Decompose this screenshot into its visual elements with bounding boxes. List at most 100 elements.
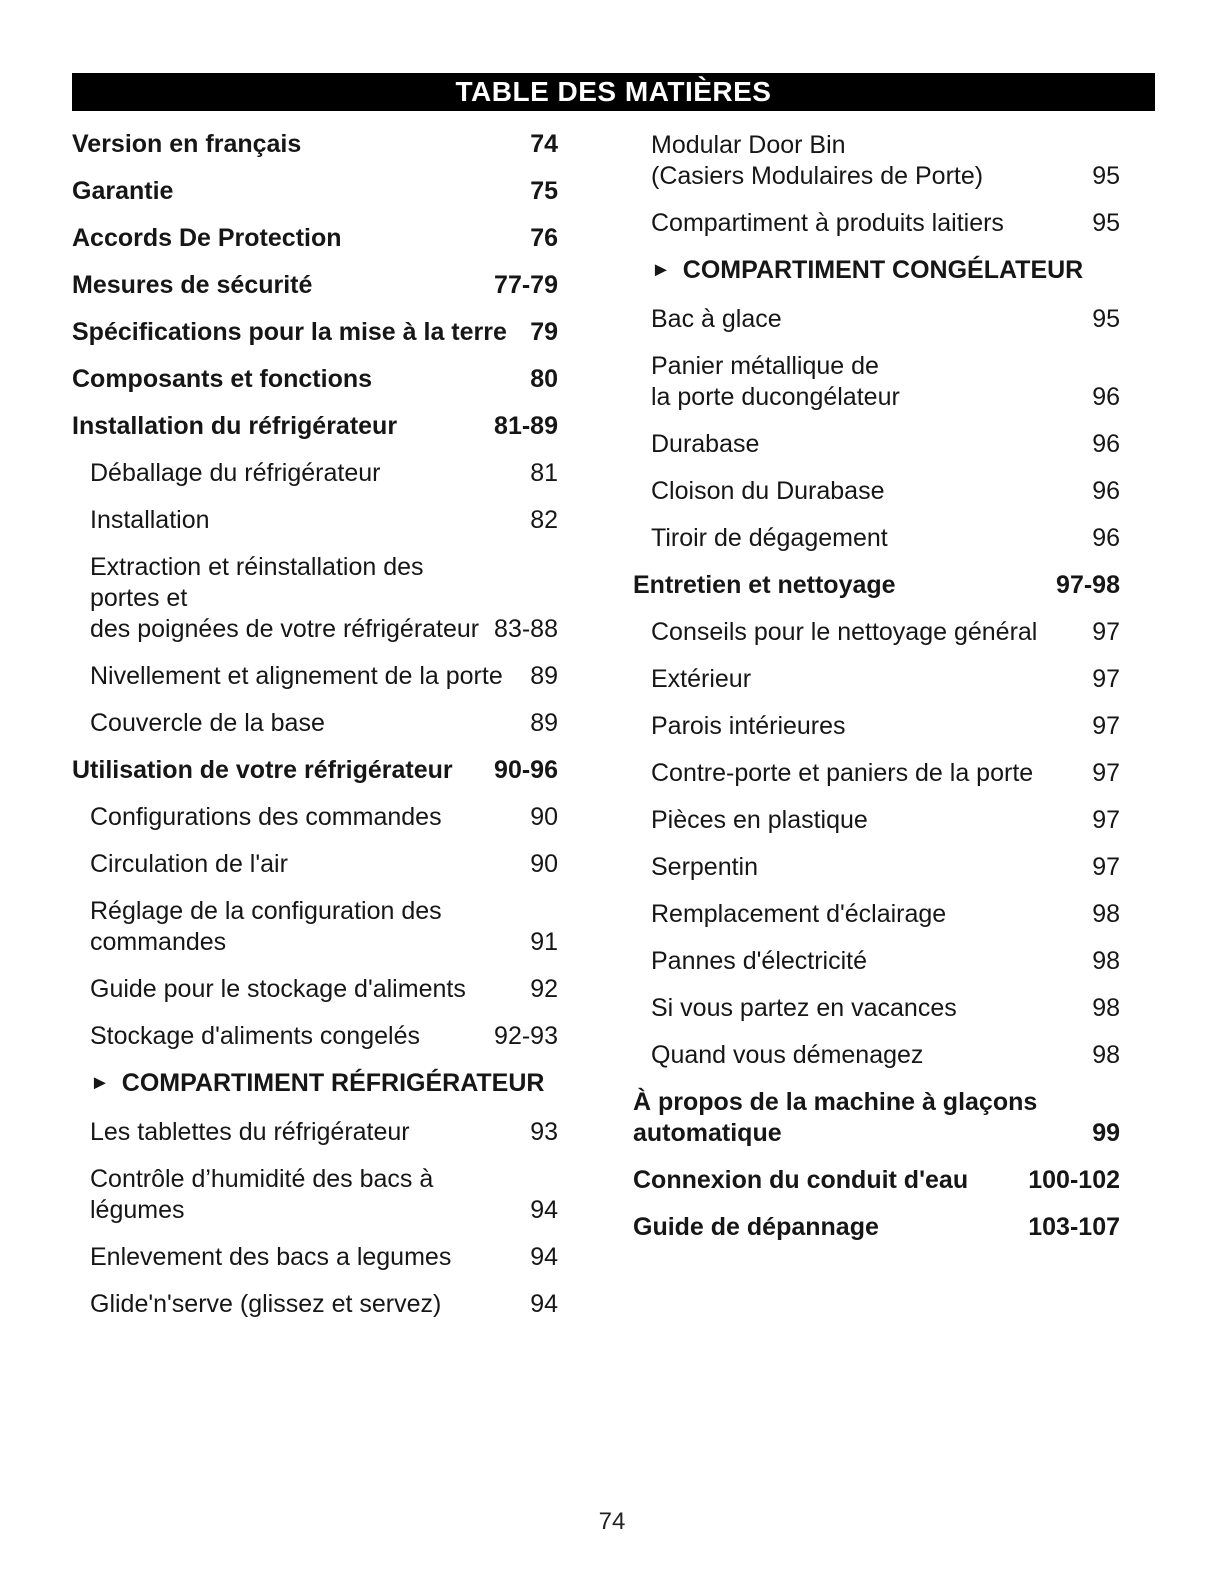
toc-entry-text: Si vous partez en vacances [651, 994, 957, 1022]
toc-entry-label: Garantie [72, 176, 522, 207]
toc-entry-label: Extérieur [651, 664, 1084, 695]
toc-entry-text: Les tablettes du réfrigérateur [90, 1118, 410, 1146]
toc-entry-label: Si vous partez en vacances [651, 993, 1084, 1024]
toc-entry-text: Conseils pour le nettoyage général [651, 618, 1038, 646]
toc-entry-text: Tiroir de dégagement [651, 524, 888, 552]
toc-entry-label: Spécifications pour la mise à la terre [72, 317, 522, 348]
toc-entry-label: Les tablettes du réfrigérateur [90, 1117, 522, 1148]
toc-entry: Si vous partez en vacances 98 [633, 993, 1120, 1024]
toc-entry-label: Mesures de sécurité [72, 270, 486, 301]
toc-entry-text: Déballage du réfrigérateur [90, 459, 381, 487]
toc-entry-pages: 97 [1092, 853, 1120, 881]
toc-entry-pages: 97 [1092, 618, 1120, 646]
toc-entry: Extérieur 97 [633, 664, 1120, 695]
toc-entry: Guide pour le stockage d'aliments 92 [72, 974, 558, 1005]
toc-entry: Installation 82 [72, 505, 558, 536]
toc-entry-label: Quand vous démenagez [651, 1040, 1084, 1071]
toc-entry-pages: 99 [1092, 1119, 1120, 1147]
toc-entry-label: Tiroir de dégagement [651, 523, 1084, 554]
toc-entry-pages: 92 [530, 975, 558, 1003]
toc-entry: Garantie 75 [72, 176, 558, 207]
toc-entry-pages: 95 [1092, 209, 1120, 237]
toc-entry-text: Circulation de l'air [90, 850, 288, 878]
toc-entry-pages: 74 [530, 130, 558, 158]
toc-entry-text: Nivellement et alignement de la porte [90, 662, 503, 690]
toc-entry: Serpentin 97 [633, 852, 1120, 883]
toc-entry-label: Nivellement et alignement de la porte [90, 661, 522, 692]
toc-entry-pages: 98 [1092, 1041, 1120, 1069]
toc-entry-pages: 81-89 [494, 412, 558, 440]
toc-entry-label: Composants et fonctions [72, 364, 522, 395]
toc-entry: Mesures de sécurité 77-79 [72, 270, 558, 301]
toc-entry-label: Connexion du conduit d'eau [633, 1165, 1020, 1196]
section-arrow-icon: ► [651, 259, 671, 281]
toc-entry: Entretien et nettoyage 97-98 [633, 570, 1120, 601]
toc-entry-text: Configurations des commandes [90, 803, 442, 831]
toc-entry-text: Panier métallique de la porte ducongélat… [651, 352, 900, 411]
toc-left-column: Version en français 74 Garantie 75 Accor… [72, 129, 558, 1336]
toc-entry: Accords De Protection 76 [72, 223, 558, 254]
toc-entry-text: Composants et fonctions [72, 365, 373, 393]
toc-entry: Utilisation de votre réfrigérateur 90-96 [72, 755, 558, 786]
toc-entry-label: Remplacement d'éclairage [651, 899, 1084, 930]
toc-entry: Glide'n'serve (glissez et servez) 94 [72, 1289, 558, 1320]
toc-entry: ► COMPARTIMENT RÉFRIGÉRATEUR [72, 1068, 558, 1101]
toc-entry-pages: 98 [1092, 947, 1120, 975]
toc-entry: ► COMPARTIMENT CONGÉLATEUR [633, 255, 1120, 288]
toc-entry-text: Pièces en plastique [651, 806, 868, 834]
toc-entry-text: COMPARTIMENT CONGÉLATEUR [682, 256, 1084, 284]
toc-entry-label: Déballage du réfrigérateur [90, 458, 522, 489]
toc-entry-text: Enlevement des bacs a legumes [90, 1243, 452, 1271]
toc-entry: Remplacement d'éclairage 98 [633, 899, 1120, 930]
toc-entry: Enlevement des bacs a legumes 94 [72, 1242, 558, 1273]
toc-entry-pages: 97 [1092, 806, 1120, 834]
toc-entry-pages: 97 [1092, 665, 1120, 693]
toc-entry-pages: 89 [530, 709, 558, 737]
toc-entry-pages: 76 [530, 224, 558, 252]
toc-entry: Pannes d'électricité 98 [633, 946, 1120, 977]
header-bar: TABLE DES MATIÈRES [72, 73, 1155, 111]
toc-entry-pages: 96 [1092, 477, 1120, 505]
toc-entry-pages: 98 [1092, 900, 1120, 928]
toc-entry: Installation du réfrigérateur 81-89 [72, 411, 558, 442]
toc-entry-text: Modular Door Bin (Casiers Modulaires de … [651, 131, 984, 190]
toc-entry-label: Couvercle de la base [90, 708, 522, 739]
toc-entry-pages: 75 [530, 177, 558, 205]
toc-entry-label: Parois intérieures [651, 711, 1084, 742]
toc-entry: Extraction et réinstallation des portes … [72, 552, 558, 645]
section-arrow-icon: ► [90, 1072, 110, 1094]
toc-entry-label: Serpentin [651, 852, 1084, 883]
toc-entry-label: Bac à glace [651, 304, 1084, 335]
toc-entry-text: Quand vous démenagez [651, 1041, 924, 1069]
toc-entry: Guide de dépannage 103-107 [633, 1212, 1120, 1243]
toc-entry-pages: 91 [530, 928, 558, 956]
toc-entry-pages: 96 [1092, 383, 1120, 411]
toc-entry: Réglage de la configuration des commande… [72, 896, 558, 958]
toc-entry-text: Compartiment à produits laitiers [651, 209, 1004, 237]
toc-entry-label: Extraction et réinstallation des portes … [90, 552, 486, 645]
toc-entry-pages: 80 [530, 365, 558, 393]
toc-entry-pages: 79 [530, 318, 558, 346]
toc-entry-text: Réglage de la configuration des commande… [90, 897, 442, 956]
toc-entry: Spécifications pour la mise à la terre 7… [72, 317, 558, 348]
toc-entry: Tiroir de dégagement 96 [633, 523, 1120, 554]
toc-entry-pages: 90 [530, 803, 558, 831]
toc-entry-text: Extraction et réinstallation des portes … [90, 553, 480, 643]
footer-page-number: 74 [598, 1508, 626, 1535]
toc-entry-pages: 94 [530, 1196, 558, 1224]
toc-entry-label: Modular Door Bin (Casiers Modulaires de … [651, 130, 1084, 192]
toc-entry-pages: 93 [530, 1118, 558, 1146]
toc-entry-label: Installation [90, 505, 522, 536]
toc-entry-pages: 95 [1092, 162, 1120, 190]
toc-entry-label: Cloison du Durabase [651, 476, 1084, 507]
toc-entry-label: Conseils pour le nettoyage général [651, 617, 1084, 648]
toc-entry-text: Couvercle de la base [90, 709, 325, 737]
toc-entry-label: Pièces en plastique [651, 805, 1084, 836]
toc-entry-label: À propos de la machine à glaçons automat… [633, 1087, 1084, 1149]
toc-entry-label: Glide'n'serve (glissez et servez) [90, 1289, 522, 1320]
toc-entry: Parois intérieures 97 [633, 711, 1120, 742]
toc-entry-label: Durabase [651, 429, 1084, 460]
toc-entry-pages: 89 [530, 662, 558, 690]
toc-entry-text: Parois intérieures [651, 712, 846, 740]
toc-entry-text: Utilisation de votre réfrigérateur [72, 756, 453, 784]
